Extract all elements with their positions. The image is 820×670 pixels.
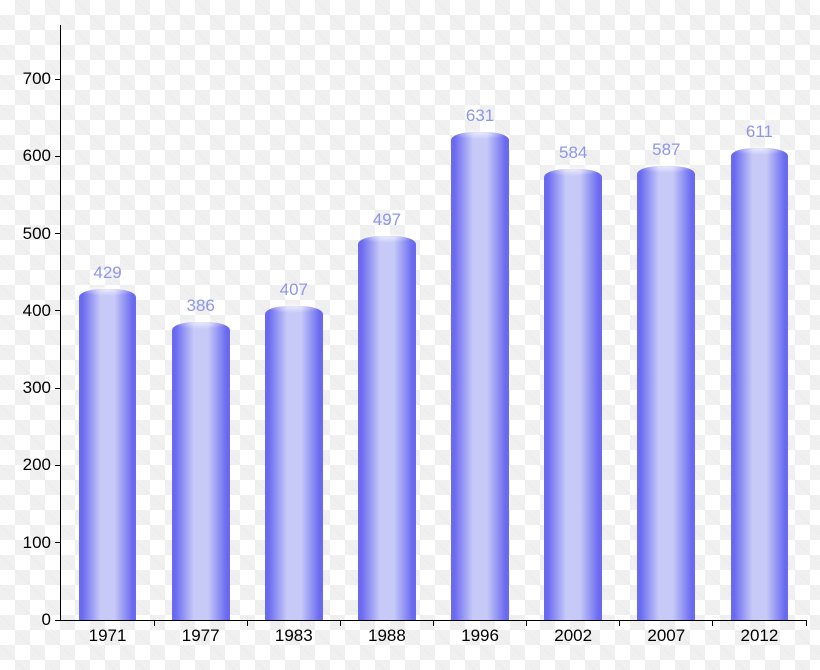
bar xyxy=(544,169,602,620)
chart-canvas: 0 100 200 300 400 500 600 700 1971 429 1977 386 1983… xyxy=(0,0,820,670)
y-tick-label: 400 xyxy=(23,301,51,321)
x-tick xyxy=(619,620,620,626)
bar-value-label: 407 xyxy=(280,280,308,300)
bar-value-label: 587 xyxy=(652,140,680,160)
plot-area: 0100200300400500600700197142919773861983… xyxy=(60,25,806,621)
y-tick-label: 200 xyxy=(23,455,51,475)
x-tick xyxy=(247,620,248,626)
x-tick xyxy=(806,620,807,626)
y-tick-label: 700 xyxy=(23,69,51,89)
bar-value-label: 611 xyxy=(746,122,773,142)
x-tick xyxy=(712,620,713,626)
bar xyxy=(265,306,323,621)
y-tick xyxy=(55,465,61,466)
y-tick xyxy=(55,388,61,389)
x-tick-label: 1988 xyxy=(368,626,406,646)
x-tick-label: 2012 xyxy=(741,626,779,646)
x-tick-label: 2007 xyxy=(647,626,685,646)
bar xyxy=(451,132,509,620)
bar-value-label: 386 xyxy=(187,296,215,316)
x-tick-label: 1996 xyxy=(461,626,499,646)
x-tick xyxy=(340,620,341,626)
bar xyxy=(637,166,695,620)
x-tick-label: 1983 xyxy=(275,626,313,646)
bar-value-label: 429 xyxy=(93,263,121,283)
x-tick xyxy=(526,620,527,626)
y-tick-label: 300 xyxy=(23,378,51,398)
y-tick xyxy=(55,79,61,80)
x-tick-label: 1971 xyxy=(89,626,127,646)
bar xyxy=(358,236,416,620)
y-tick xyxy=(55,156,61,157)
bar-value-label: 631 xyxy=(466,106,494,126)
y-tick xyxy=(55,620,61,621)
y-tick xyxy=(55,542,61,543)
bar xyxy=(79,289,137,621)
y-tick-label: 500 xyxy=(23,224,51,244)
x-tick xyxy=(433,620,434,626)
x-tick-label: 1977 xyxy=(182,626,220,646)
y-tick-label: 0 xyxy=(42,610,51,630)
bar xyxy=(731,148,789,620)
bar-value-label: 584 xyxy=(559,143,587,163)
x-tick-label: 2002 xyxy=(554,626,592,646)
bar xyxy=(172,322,230,620)
y-tick xyxy=(55,310,61,311)
x-tick xyxy=(154,620,155,626)
y-tick-label: 100 xyxy=(23,533,51,553)
y-tick-label: 600 xyxy=(23,146,51,166)
bar-value-label: 497 xyxy=(373,210,401,230)
y-tick xyxy=(55,233,61,234)
